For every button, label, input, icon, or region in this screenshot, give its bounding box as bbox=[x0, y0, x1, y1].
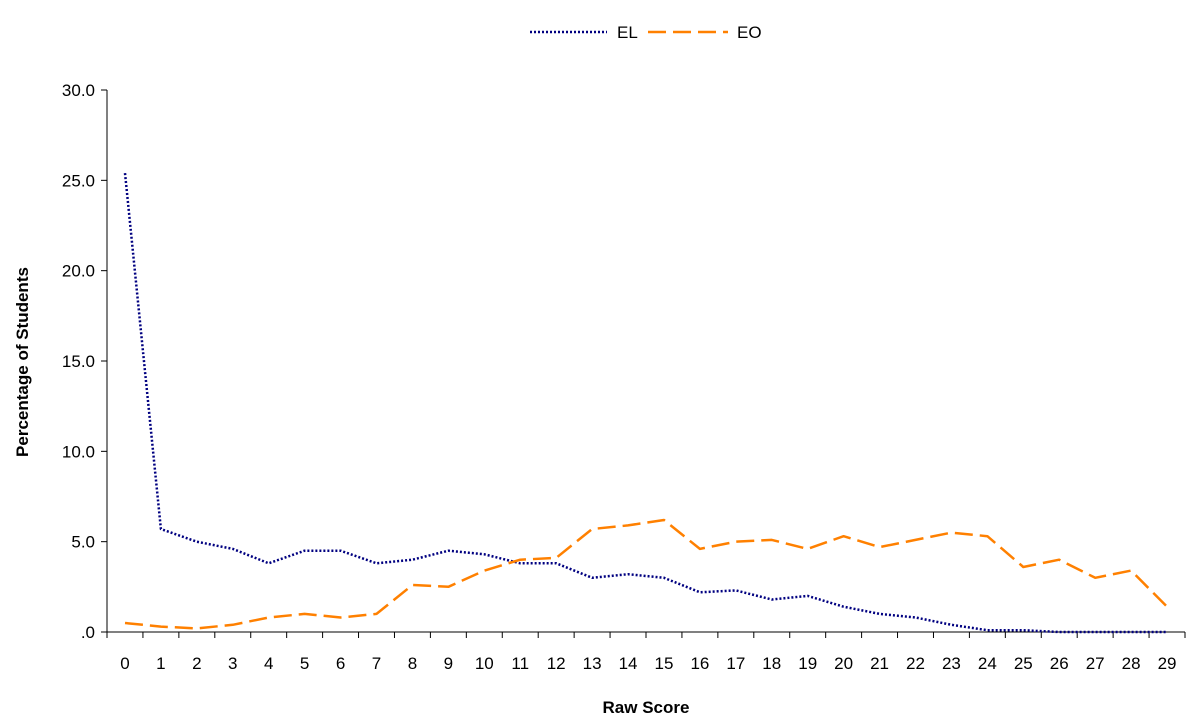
y-tick-label: 10.0 bbox=[62, 442, 95, 461]
x-tick-label: 1 bbox=[156, 654, 165, 673]
series-line-eo bbox=[124, 518, 1168, 630]
y-tick-label: 25.0 bbox=[62, 171, 95, 190]
x-tick-label: 6 bbox=[336, 654, 345, 673]
y-tick-label: 15.0 bbox=[62, 352, 95, 371]
y-tick-label: 30.0 bbox=[62, 81, 95, 100]
legend-label-el: EL bbox=[617, 23, 638, 42]
y-tick-label: 5.0 bbox=[71, 533, 95, 552]
x-tick-label: 4 bbox=[264, 654, 273, 673]
x-tick-label: 26 bbox=[1050, 654, 1069, 673]
x-tick-label: 7 bbox=[372, 654, 381, 673]
x-tick-label: 12 bbox=[547, 654, 566, 673]
chart-legend: EL EO bbox=[530, 23, 762, 42]
legend-label-eo: EO bbox=[737, 23, 762, 42]
y-tick-label: 20.0 bbox=[62, 262, 95, 281]
x-tick-label: 29 bbox=[1158, 654, 1177, 673]
x-tick-label: 13 bbox=[583, 654, 602, 673]
x-tick-label: 20 bbox=[834, 654, 853, 673]
x-tick-label: 19 bbox=[798, 654, 817, 673]
x-tick-label: 28 bbox=[1122, 654, 1141, 673]
series-line-el bbox=[123, 172, 1167, 634]
x-tick-label: 8 bbox=[408, 654, 417, 673]
x-tick-label: 24 bbox=[978, 654, 997, 673]
x-tick-label: 27 bbox=[1086, 654, 1105, 673]
y-axis-title: Percentage of Students bbox=[13, 267, 32, 457]
x-tick-label: 22 bbox=[906, 654, 925, 673]
x-tick-label: 18 bbox=[762, 654, 781, 673]
x-tick-label: 17 bbox=[726, 654, 745, 673]
y-axis: .0 5.0 10.0 15.0 20.0 25.0 30.0 bbox=[62, 81, 108, 642]
plot-series bbox=[123, 172, 1168, 634]
x-tick-label: 23 bbox=[942, 654, 961, 673]
x-axis: 0 1 2 3 4 5 6 7 8 9 10 11 12 13 14 15 16 17 18 19 20 21 22 23 24… bbox=[106, 631, 1186, 673]
x-tick-label: 11 bbox=[511, 654, 529, 673]
x-tick-label: 0 bbox=[120, 654, 129, 673]
x-tick-label: 15 bbox=[655, 654, 674, 673]
x-axis-title: Raw Score bbox=[603, 698, 690, 717]
x-tick-label: 2 bbox=[192, 654, 201, 673]
y-tick-label: .0 bbox=[81, 623, 95, 642]
x-tick-label: 3 bbox=[228, 654, 237, 673]
x-tick-label: 21 bbox=[870, 654, 889, 673]
x-tick-label: 9 bbox=[444, 654, 453, 673]
x-tick-label: 25 bbox=[1014, 654, 1033, 673]
x-tick-label: 16 bbox=[690, 654, 709, 673]
x-tick-label: 10 bbox=[475, 654, 494, 673]
x-tick-label: 5 bbox=[300, 654, 309, 673]
x-tick-label: 14 bbox=[619, 654, 638, 673]
